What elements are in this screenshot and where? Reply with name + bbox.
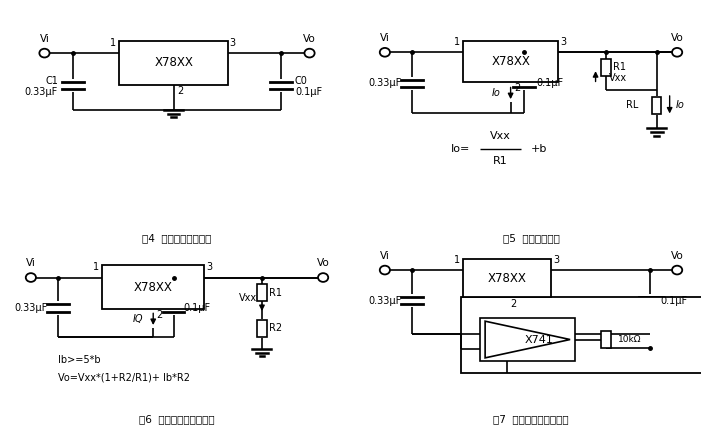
Text: 图6  增强型稳压输出电路: 图6 增强型稳压输出电路 bbox=[139, 414, 215, 424]
Text: C1: C1 bbox=[45, 76, 58, 86]
Text: C0: C0 bbox=[295, 76, 308, 86]
Bar bbox=[652, 97, 661, 114]
Text: Vi: Vi bbox=[26, 258, 36, 268]
Text: Vo: Vo bbox=[670, 33, 683, 43]
Text: 3: 3 bbox=[206, 262, 212, 272]
Text: X78XX: X78XX bbox=[134, 280, 173, 294]
Text: 1: 1 bbox=[455, 37, 460, 47]
Bar bbox=[102, 265, 204, 309]
Text: 0.1μF: 0.1μF bbox=[295, 87, 322, 97]
Text: Vxx: Vxx bbox=[608, 73, 627, 83]
Text: R1: R1 bbox=[270, 288, 282, 298]
Text: Vi: Vi bbox=[40, 34, 50, 44]
Text: 0.33μF: 0.33μF bbox=[25, 87, 58, 97]
Text: X78XX: X78XX bbox=[491, 55, 530, 68]
Text: 图5  恒流稳压电路: 图5 恒流稳压电路 bbox=[503, 233, 559, 243]
Bar bbox=[601, 59, 610, 76]
Bar bbox=[257, 320, 267, 337]
Text: R1: R1 bbox=[493, 156, 508, 166]
Text: X78XX: X78XX bbox=[488, 272, 527, 285]
Polygon shape bbox=[485, 321, 570, 358]
Text: 10kΩ: 10kΩ bbox=[617, 335, 641, 344]
Bar bbox=[463, 41, 558, 82]
Text: Io: Io bbox=[492, 88, 501, 98]
Text: 3: 3 bbox=[229, 38, 236, 48]
Text: Vxx: Vxx bbox=[490, 131, 511, 141]
Text: IQ: IQ bbox=[133, 314, 144, 324]
Text: 0.33μF: 0.33μF bbox=[369, 78, 402, 89]
Text: +b: +b bbox=[531, 144, 547, 154]
Text: 0.33μF: 0.33μF bbox=[15, 303, 48, 313]
Text: 0.33μF: 0.33μF bbox=[369, 295, 402, 306]
Text: R1: R1 bbox=[613, 62, 627, 73]
Text: Vo: Vo bbox=[303, 34, 316, 44]
Text: Vo=Vxx*(1+R2/R1)+ Ib*R2: Vo=Vxx*(1+R2/R1)+ Ib*R2 bbox=[58, 373, 190, 382]
Text: Vo: Vo bbox=[316, 258, 329, 268]
Text: 3: 3 bbox=[560, 37, 566, 47]
Text: 0.1μF: 0.1μF bbox=[661, 295, 688, 306]
Bar bbox=[462, 297, 708, 373]
Bar bbox=[463, 260, 552, 297]
Bar bbox=[601, 331, 610, 348]
Text: 1: 1 bbox=[110, 38, 117, 48]
Text: Ib>=5*b: Ib>=5*b bbox=[58, 355, 101, 365]
Text: 2: 2 bbox=[156, 311, 163, 320]
Text: Io: Io bbox=[675, 100, 685, 110]
Text: 3: 3 bbox=[553, 255, 559, 265]
Text: Vxx: Vxx bbox=[239, 293, 257, 303]
Text: 2: 2 bbox=[514, 83, 520, 93]
Text: 2: 2 bbox=[177, 86, 183, 96]
Text: Vo: Vo bbox=[670, 251, 683, 261]
Text: 1: 1 bbox=[455, 255, 460, 265]
Text: Vi: Vi bbox=[380, 251, 390, 261]
Bar bbox=[257, 284, 267, 301]
Text: 0.1μF: 0.1μF bbox=[184, 303, 211, 313]
Bar bbox=[119, 41, 228, 85]
Text: X78XX: X78XX bbox=[154, 56, 193, 69]
Text: X741: X741 bbox=[525, 334, 554, 345]
Text: 2: 2 bbox=[510, 299, 517, 309]
Text: RL: RL bbox=[626, 100, 638, 110]
Text: 1: 1 bbox=[93, 262, 100, 272]
Text: Io=: Io= bbox=[450, 144, 470, 154]
Text: Vi: Vi bbox=[380, 33, 390, 43]
Text: 0.1μF: 0.1μF bbox=[536, 78, 564, 89]
Text: 图4  固定输出稳压电路: 图4 固定输出稳压电路 bbox=[142, 233, 212, 243]
Bar bbox=[480, 318, 575, 361]
Text: R2: R2 bbox=[270, 323, 282, 334]
Text: 图7  可调型输出稳压电路: 图7 可调型输出稳压电路 bbox=[493, 414, 569, 424]
